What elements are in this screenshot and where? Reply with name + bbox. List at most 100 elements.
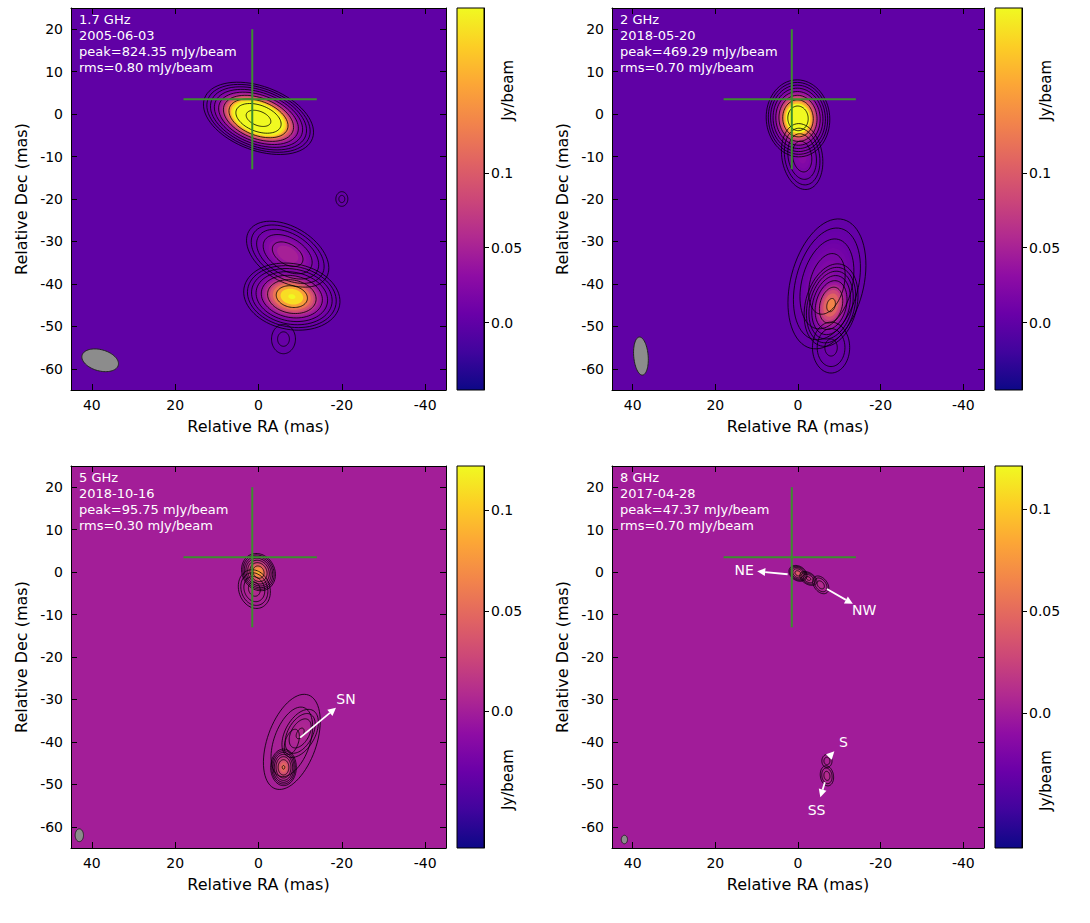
svg-text:Relative Dec (mas): Relative Dec (mas) <box>12 123 31 275</box>
svg-text:-50: -50 <box>40 318 63 334</box>
svg-text:-20: -20 <box>330 397 353 413</box>
svg-text:NE: NE <box>735 562 754 578</box>
svg-text:-40: -40 <box>414 855 437 871</box>
svg-text:8 GHz: 8 GHz <box>620 470 659 485</box>
svg-text:20: 20 <box>586 479 604 495</box>
svg-text:40: 40 <box>624 855 642 871</box>
svg-text:Jy/beam: Jy/beam <box>499 60 517 122</box>
svg-text:5 GHz: 5 GHz <box>79 470 118 485</box>
svg-text:20: 20 <box>166 397 184 413</box>
svg-text:Jy/beam: Jy/beam <box>1037 750 1055 812</box>
svg-text:Relative Dec (mas): Relative Dec (mas) <box>553 123 572 275</box>
svg-text:-30: -30 <box>40 233 63 249</box>
svg-text:0.1: 0.1 <box>491 165 513 181</box>
svg-text:2017-04-28: 2017-04-28 <box>620 486 696 501</box>
svg-text:20: 20 <box>706 397 724 413</box>
svg-text:20: 20 <box>706 855 724 871</box>
svg-text:-40: -40 <box>952 397 975 413</box>
svg-text:SS: SS <box>808 802 826 818</box>
svg-text:-40: -40 <box>581 276 604 292</box>
svg-text:0.05: 0.05 <box>491 603 522 619</box>
svg-text:0: 0 <box>54 564 63 580</box>
svg-text:-10: -10 <box>581 607 604 623</box>
svg-text:-20: -20 <box>869 397 892 413</box>
svg-text:2 GHz: 2 GHz <box>620 12 659 27</box>
svg-text:0: 0 <box>595 564 604 580</box>
svg-text:rms=0.80 mJy/beam: rms=0.80 mJy/beam <box>79 60 213 75</box>
svg-text:2018-05-20: 2018-05-20 <box>620 28 696 43</box>
svg-text:-50: -50 <box>581 776 604 792</box>
svg-text:0.05: 0.05 <box>1029 603 1060 619</box>
svg-text:0.05: 0.05 <box>1029 240 1060 256</box>
svg-text:-30: -30 <box>40 691 63 707</box>
svg-text:-50: -50 <box>581 318 604 334</box>
svg-text:NW: NW <box>852 602 876 618</box>
svg-text:rms=0.30 mJy/beam: rms=0.30 mJy/beam <box>79 518 213 533</box>
svg-text:40: 40 <box>83 397 101 413</box>
svg-text:-20: -20 <box>581 191 604 207</box>
svg-text:-20: -20 <box>40 191 63 207</box>
svg-text:-20: -20 <box>40 649 63 665</box>
svg-text:-40: -40 <box>952 855 975 871</box>
svg-text:20: 20 <box>45 21 63 37</box>
svg-text:peak=824.35 mJy/beam: peak=824.35 mJy/beam <box>79 44 237 59</box>
svg-text:0.0: 0.0 <box>1029 315 1051 331</box>
svg-text:Relative Dec (mas): Relative Dec (mas) <box>12 581 31 733</box>
svg-text:Relative RA (mas): Relative RA (mas) <box>187 417 329 436</box>
svg-text:-40: -40 <box>40 734 63 750</box>
svg-text:-60: -60 <box>581 361 604 377</box>
svg-text:1.7 GHz: 1.7 GHz <box>79 12 131 27</box>
svg-text:0: 0 <box>54 106 63 122</box>
svg-text:-40: -40 <box>414 397 437 413</box>
svg-text:-10: -10 <box>581 149 604 165</box>
svg-text:0.1: 0.1 <box>1029 501 1051 517</box>
svg-text:0: 0 <box>254 855 263 871</box>
svg-text:-30: -30 <box>581 233 604 249</box>
svg-text:-40: -40 <box>40 276 63 292</box>
svg-text:-10: -10 <box>40 149 63 165</box>
svg-text:2018-10-16: 2018-10-16 <box>79 486 155 501</box>
svg-text:peak=95.75 mJy/beam: peak=95.75 mJy/beam <box>79 502 228 517</box>
svg-text:40: 40 <box>83 855 101 871</box>
svg-text:rms=0.70 mJy/beam: rms=0.70 mJy/beam <box>620 60 754 75</box>
svg-text:-30: -30 <box>581 691 604 707</box>
svg-text:0: 0 <box>595 106 604 122</box>
svg-text:Relative RA (mas): Relative RA (mas) <box>187 875 329 894</box>
svg-text:-60: -60 <box>581 819 604 835</box>
svg-text:rms=0.70 mJy/beam: rms=0.70 mJy/beam <box>620 518 754 533</box>
svg-text:0.05: 0.05 <box>491 240 522 256</box>
svg-text:20: 20 <box>166 855 184 871</box>
svg-text:-50: -50 <box>40 776 63 792</box>
svg-text:-20: -20 <box>330 855 353 871</box>
svg-text:20: 20 <box>586 21 604 37</box>
svg-text:40: 40 <box>624 397 642 413</box>
svg-text:-60: -60 <box>40 361 63 377</box>
svg-text:0: 0 <box>794 397 803 413</box>
svg-text:-20: -20 <box>869 855 892 871</box>
svg-text:Relative RA (mas): Relative RA (mas) <box>727 417 869 436</box>
svg-text:Relative RA (mas): Relative RA (mas) <box>727 875 869 894</box>
svg-text:Jy/beam: Jy/beam <box>499 749 517 811</box>
svg-text:peak=47.37 mJy/beam: peak=47.37 mJy/beam <box>620 502 769 517</box>
svg-text:0: 0 <box>254 397 263 413</box>
svg-text:20: 20 <box>45 479 63 495</box>
svg-text:10: 10 <box>586 522 604 538</box>
svg-text:-60: -60 <box>40 819 63 835</box>
svg-text:SN: SN <box>336 691 355 707</box>
svg-text:-40: -40 <box>581 734 604 750</box>
svg-text:10: 10 <box>45 522 63 538</box>
svg-text:2005-06-03: 2005-06-03 <box>79 28 155 43</box>
svg-text:peak=469.29 mJy/beam: peak=469.29 mJy/beam <box>620 44 778 59</box>
svg-text:-10: -10 <box>40 607 63 623</box>
svg-text:10: 10 <box>45 64 63 80</box>
svg-text:S: S <box>839 734 848 750</box>
svg-text:0.1: 0.1 <box>491 502 513 518</box>
svg-text:0.0: 0.0 <box>491 315 513 331</box>
svg-text:Jy/beam: Jy/beam <box>1037 60 1055 122</box>
svg-text:10: 10 <box>586 64 604 80</box>
svg-text:-20: -20 <box>581 649 604 665</box>
svg-text:0.1: 0.1 <box>1029 165 1051 181</box>
svg-text:0.0: 0.0 <box>491 703 513 719</box>
svg-text:0.0: 0.0 <box>1029 705 1051 721</box>
svg-text:Relative Dec (mas): Relative Dec (mas) <box>553 581 572 733</box>
